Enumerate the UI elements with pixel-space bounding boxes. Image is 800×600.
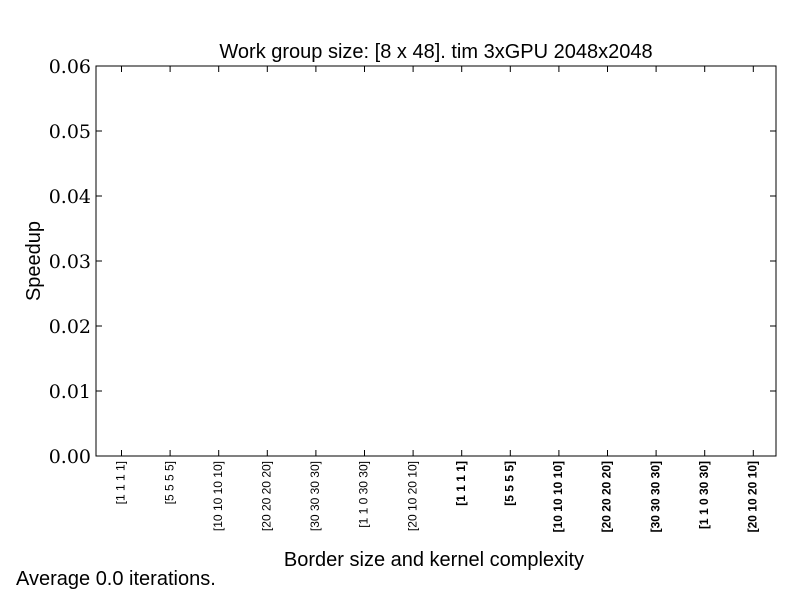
x-tick-label: [1 1 0 30 30] <box>697 461 711 529</box>
x-tick-label: [10 10 10 10] <box>551 461 565 532</box>
y-axis: 0.00 0.01 0.02 0.03 0.04 0.05 0.06 <box>49 56 776 468</box>
x-tick-label: [30 30 30 30] <box>648 461 662 532</box>
x-tick-label: [1 1 1 1] <box>114 461 128 504</box>
chart-title: Work group size: [8 x 48]. tim 3xGPU 204… <box>219 41 652 63</box>
x-tick-label: [20 20 20 20] <box>259 461 273 531</box>
y-tick-label: 0.02 <box>49 316 91 338</box>
y-axis-label: Speedup <box>23 221 45 301</box>
y-tick-label: 0.05 <box>49 121 91 143</box>
x-tick-label: [1 1 1 1] <box>454 461 468 506</box>
x-tick-label: [20 10 20 10] <box>745 461 759 532</box>
x-axis: [1 1 1 1] [5 5 5 5] [10 10 10 10] [20 20 20… <box>114 66 759 532</box>
y-tick-label: 0.04 <box>49 186 91 208</box>
iterations-note: Average 0.0 iterations. <box>16 568 216 590</box>
x-tick-label: [10 10 10 10] <box>211 461 225 531</box>
x-tick-label: [20 20 20 20] <box>600 461 614 532</box>
y-tick-label: 0.01 <box>49 381 91 403</box>
y-tick-label: 0.00 <box>49 446 91 468</box>
x-tick-label: [30 30 30 30] <box>308 461 322 531</box>
x-tick-label: [5 5 5 5] <box>502 461 516 506</box>
x-tick-label: [20 10 20 10] <box>405 461 419 531</box>
plot-area-frame <box>95 65 777 457</box>
y-tick-label: 0.06 <box>49 56 91 78</box>
x-tick-label: [1 1 0 30 30] <box>357 461 371 528</box>
x-axis-label: Border size and kernel complexity <box>284 549 584 571</box>
y-tick-label: 0.03 <box>49 251 91 273</box>
x-tick-label: [5 5 5 5] <box>162 461 176 504</box>
